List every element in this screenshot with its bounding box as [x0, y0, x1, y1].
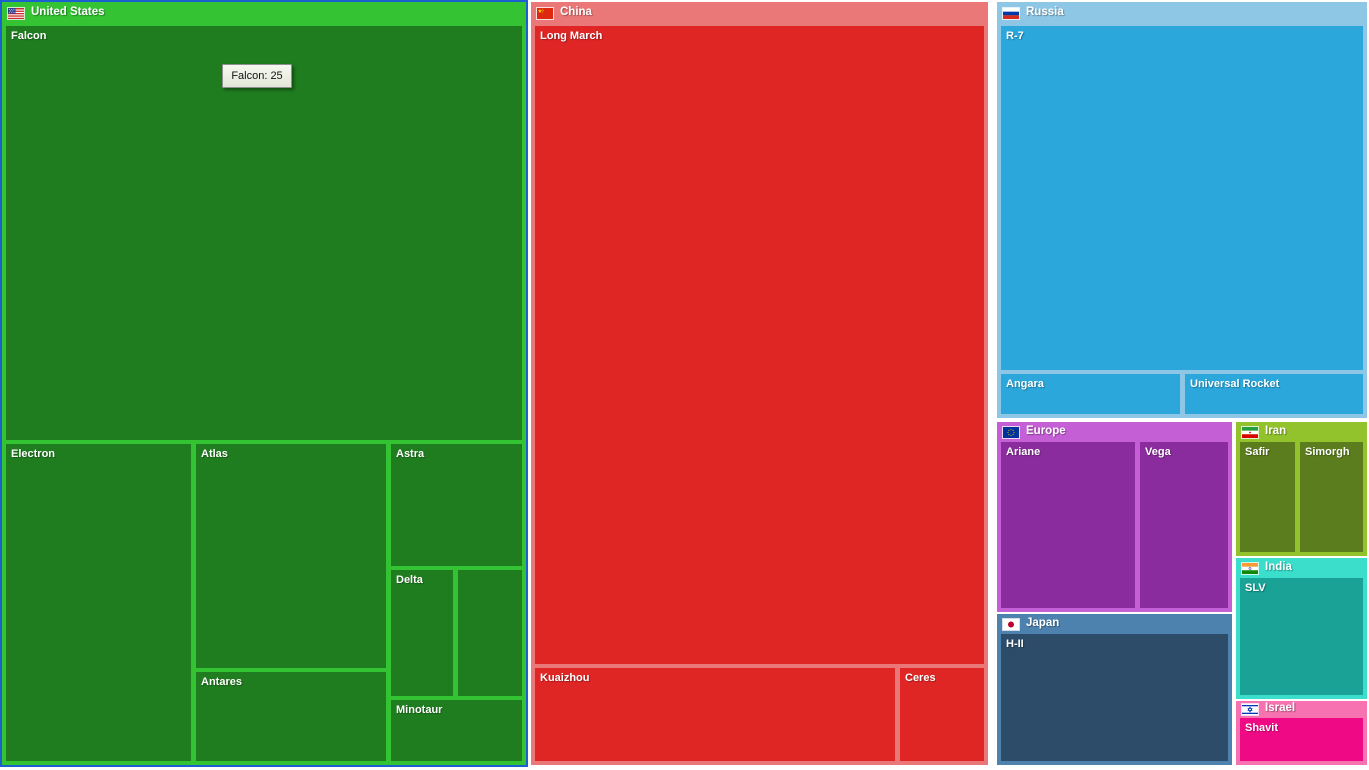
region-label: Japan — [1026, 617, 1060, 630]
cell-label: Ariane — [1006, 446, 1041, 458]
cell-shavit[interactable]: Shavit — [1240, 718, 1363, 761]
region-label: Iran — [1265, 425, 1287, 438]
china-flag-icon — [537, 7, 553, 19]
cell-label: Simorgh — [1305, 446, 1350, 458]
cell-label: Kuaizhou — [540, 672, 590, 684]
cell-ariane[interactable]: Ariane — [1001, 442, 1135, 608]
cell-label: Atlas — [201, 448, 228, 460]
cell-label: Angara — [1006, 378, 1044, 390]
cell-label: Safir — [1245, 446, 1270, 458]
cell-ceres[interactable]: Ceres — [900, 668, 984, 761]
region-header-israel[interactable]: Israel — [1236, 701, 1367, 717]
cell-label: Shavit — [1245, 722, 1279, 734]
region-india: India SLV — [1236, 558, 1367, 699]
cell-r7[interactable]: R-7 — [1001, 26, 1363, 370]
cell-label: Universal Rocket — [1190, 378, 1280, 390]
cell-label: Vega — [1145, 446, 1171, 458]
region-header-india[interactable]: India — [1236, 558, 1367, 578]
iran-flag-icon — [1242, 426, 1258, 438]
cell-delta[interactable]: Delta — [391, 570, 453, 696]
cell-safir[interactable]: Safir — [1240, 442, 1295, 552]
region-header-china[interactable]: China — [531, 2, 988, 24]
cell-long-march[interactable]: Long March — [535, 26, 984, 664]
cell-label: R-7 — [1006, 30, 1024, 42]
cell-vega[interactable]: Vega — [1140, 442, 1228, 608]
cell-slv[interactable]: SLV — [1240, 578, 1363, 695]
region-label: United States — [31, 6, 105, 19]
cell-atlas[interactable]: Atlas — [196, 444, 386, 668]
cell-label: Ceres — [905, 672, 936, 684]
region-header-iran[interactable]: Iran — [1236, 422, 1367, 442]
region-label: Europe — [1026, 425, 1066, 438]
cell-angara[interactable]: Angara — [1001, 374, 1180, 414]
cell-label: Falcon — [11, 30, 47, 42]
region-japan: Japan H-II — [997, 614, 1232, 765]
region-header-united-states[interactable]: United States — [2, 2, 526, 24]
region-label: Israel — [1265, 702, 1296, 715]
region-header-europe[interactable]: Europe — [997, 422, 1232, 442]
cell-label: Astra — [396, 448, 425, 460]
cell-label: Antares — [201, 676, 242, 688]
japan-flag-icon — [1003, 618, 1019, 630]
region-israel: Israel Shavit — [1236, 701, 1367, 765]
cell-label: H-II — [1006, 638, 1024, 650]
cell-label — [458, 570, 522, 578]
cell-antares[interactable]: Antares — [196, 672, 386, 761]
cell-label: SLV — [1245, 582, 1266, 594]
us-flag-icon — [8, 7, 24, 19]
region-label: China — [560, 6, 592, 19]
region-header-russia[interactable]: Russia — [997, 2, 1367, 24]
region-europe: Europe Ariane Vega — [997, 422, 1232, 612]
region-header-japan[interactable]: Japan — [997, 614, 1232, 634]
cell-minotaur[interactable]: Minotaur — [391, 700, 522, 761]
cell-electron[interactable]: Electron — [6, 444, 191, 761]
cell-astra[interactable]: Astra — [391, 444, 522, 566]
cell-unlabeled[interactable] — [458, 570, 522, 696]
cell-h2[interactable]: H-II — [1001, 634, 1228, 761]
india-flag-icon — [1242, 562, 1258, 574]
russia-flag-icon — [1003, 7, 1019, 19]
tooltip: Falcon: 25 — [222, 64, 292, 88]
cell-simorgh[interactable]: Simorgh — [1300, 442, 1363, 552]
cell-label: Delta — [396, 574, 423, 586]
cell-label: Minotaur — [396, 704, 443, 716]
region-label: India — [1265, 561, 1292, 574]
cell-kuaizhou[interactable]: Kuaizhou — [535, 668, 895, 761]
region-label: Russia — [1026, 6, 1064, 19]
eu-flag-icon — [1003, 426, 1019, 438]
region-iran: Iran Safir Simorgh — [1236, 422, 1367, 556]
region-united-states: United States Falcon Electron Atlas Astr… — [2, 2, 526, 765]
cell-universal-rocket[interactable]: Universal Rocket — [1185, 374, 1363, 414]
region-russia: Russia R-7 Angara Universal Rocket — [997, 2, 1367, 418]
cell-label: Electron — [11, 448, 56, 460]
cell-label: Long March — [540, 30, 603, 42]
tooltip-text: Falcon: 25 — [231, 70, 283, 82]
israel-flag-icon — [1242, 703, 1258, 715]
cell-falcon[interactable]: Falcon — [6, 26, 522, 440]
region-china: China Long March Kuaizhou Ceres — [531, 2, 988, 765]
